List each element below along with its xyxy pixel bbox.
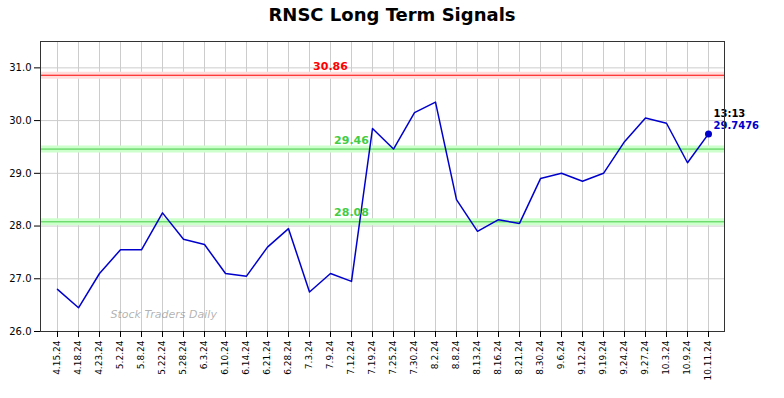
svg-text:29.0: 29.0 bbox=[9, 168, 31, 179]
svg-text:8.8.24: 8.8.24 bbox=[451, 340, 461, 369]
svg-text:4.15.24: 4.15.24 bbox=[52, 340, 62, 375]
svg-text:8.21.24: 8.21.24 bbox=[514, 340, 524, 375]
svg-text:6.10.24: 6.10.24 bbox=[220, 340, 230, 375]
svg-text:9.6.24: 9.6.24 bbox=[556, 340, 566, 369]
svg-text:7.25.24: 7.25.24 bbox=[388, 340, 398, 375]
svg-text:7.12.24: 7.12.24 bbox=[346, 340, 356, 375]
svg-text:9.24.24: 9.24.24 bbox=[619, 340, 629, 375]
svg-text:9.27.24: 9.27.24 bbox=[640, 340, 650, 375]
svg-text:30.86: 30.86 bbox=[313, 60, 348, 73]
svg-text:29.7476: 29.7476 bbox=[714, 120, 760, 131]
svg-text:28.0: 28.0 bbox=[9, 220, 31, 231]
svg-text:29.46: 29.46 bbox=[334, 134, 369, 147]
svg-text:31.0: 31.0 bbox=[9, 62, 31, 73]
svg-text:26.0: 26.0 bbox=[9, 326, 31, 337]
svg-text:7.9.24: 7.9.24 bbox=[325, 340, 335, 369]
svg-text:8.2.24: 8.2.24 bbox=[430, 340, 440, 369]
svg-text:5.28.24: 5.28.24 bbox=[178, 340, 188, 375]
svg-text:Stock Traders Daily: Stock Traders Daily bbox=[111, 308, 218, 321]
svg-text:13:13: 13:13 bbox=[714, 108, 746, 119]
svg-text:6.21.24: 6.21.24 bbox=[262, 340, 272, 375]
svg-text:28.08: 28.08 bbox=[334, 206, 369, 219]
svg-text:7.3.24: 7.3.24 bbox=[304, 340, 314, 369]
svg-text:30.0: 30.0 bbox=[9, 115, 31, 126]
svg-text:6.14.24: 6.14.24 bbox=[241, 340, 251, 375]
svg-text:8.16.24: 8.16.24 bbox=[493, 340, 503, 375]
svg-text:27.0: 27.0 bbox=[9, 273, 31, 284]
svg-text:6.28.24: 6.28.24 bbox=[283, 340, 293, 375]
svg-text:5.8.24: 5.8.24 bbox=[136, 340, 146, 369]
svg-text:10.3.24: 10.3.24 bbox=[661, 340, 671, 375]
svg-text:4.23.24: 4.23.24 bbox=[94, 340, 104, 375]
svg-text:4.18.24: 4.18.24 bbox=[73, 340, 83, 375]
svg-text:9.19.24: 9.19.24 bbox=[598, 340, 608, 375]
svg-text:7.30.24: 7.30.24 bbox=[409, 340, 419, 375]
svg-text:8.13.24: 8.13.24 bbox=[472, 340, 482, 375]
svg-text:7.19.24: 7.19.24 bbox=[367, 340, 377, 375]
svg-text:9.12.24: 9.12.24 bbox=[577, 340, 587, 375]
html-text:RNSC Long Term Signals: RNSC Long Term Signals bbox=[268, 4, 516, 25]
svg-text:8.30.24: 8.30.24 bbox=[535, 340, 545, 375]
svg-text:6.3.24: 6.3.24 bbox=[199, 340, 209, 369]
svg-text:10.9.24: 10.9.24 bbox=[682, 340, 692, 375]
svg-text:5.2.24: 5.2.24 bbox=[115, 340, 125, 369]
svg-text:5.22.24: 5.22.24 bbox=[157, 340, 167, 375]
svg-text:10.11.24: 10.11.24 bbox=[703, 340, 713, 380]
